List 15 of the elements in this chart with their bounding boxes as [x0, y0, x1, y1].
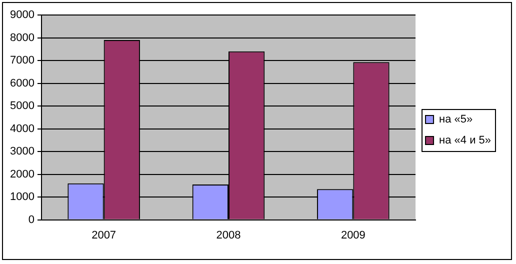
y-tick-label: 7000 [10, 54, 34, 67]
y-tick-label: 0 [28, 214, 34, 226]
x-tick-label: 2009 [340, 229, 366, 242]
y-tick-label: 3000 [10, 146, 34, 158]
y-tick-label: 1000 [10, 191, 34, 204]
legend-label: на «5» [439, 114, 473, 126]
y-tick-label: 6000 [10, 77, 34, 90]
x-tick-label: 2007 [92, 229, 116, 242]
y-tick-label: 5000 [10, 100, 34, 112]
y-tick-label: 8000 [10, 32, 34, 44]
x-tick-label: 2008 [216, 229, 241, 242]
y-tick-label: 2000 [10, 168, 34, 180]
y-tick-label: 9000 [10, 9, 34, 22]
legend-label: на «4 и 5» [439, 134, 492, 147]
y-tick-label: 4000 [10, 122, 34, 135]
